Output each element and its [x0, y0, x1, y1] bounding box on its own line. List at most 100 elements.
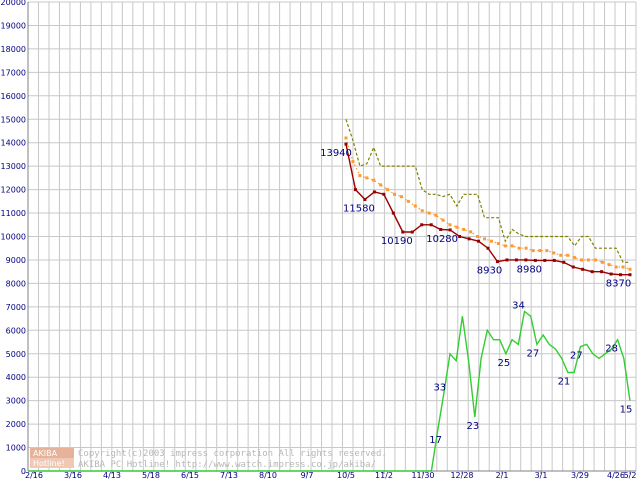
series-marker-avg-price [524, 246, 528, 250]
data-label: 8980 [517, 264, 542, 275]
series-marker-min-price [353, 188, 357, 192]
series-marker-avg-price [496, 242, 500, 246]
series-line-min-price [345, 143, 630, 276]
x-tick-label: 12/28 [450, 471, 473, 480]
series-marker-avg-price [406, 199, 410, 203]
series-marker-avg-price [427, 211, 431, 215]
series-marker-min-price [571, 265, 575, 269]
x-tick-label: 2/1 [496, 471, 509, 480]
y-tick-label: 18000 [1, 45, 26, 54]
data-label: 27 [527, 348, 540, 359]
series-marker-avg-price [600, 260, 604, 264]
series-marker-avg-price [344, 136, 348, 140]
series-marker-min-price [391, 211, 395, 215]
x-tick-label: 6/15 [181, 471, 199, 480]
data-label: 25 [498, 358, 511, 369]
series-marker-avg-price [586, 258, 590, 262]
series-marker-avg-price [593, 258, 597, 262]
series-marker-min-price [486, 246, 490, 250]
series-marker-min-price [609, 272, 613, 276]
grid [27, 1, 637, 472]
data-labels: 13940 11580 10190 10280 8930 8980 8370 17 33 23 25… [320, 148, 632, 446]
series-marker-avg-price [566, 253, 570, 257]
data-label: 11580 [343, 203, 375, 214]
data-label: 13940 [320, 148, 352, 159]
y-tick-label: 16000 [1, 92, 26, 101]
x-tick-label: 3/29 [571, 471, 589, 480]
y-tick-label: 10000 [1, 233, 26, 242]
y-tick-label: 1000 [6, 444, 26, 453]
series-marker-min-price [420, 223, 424, 227]
data-label: 33 [433, 383, 446, 394]
y-tick-label: 20000 [1, 0, 26, 7]
series-marker-min-price [448, 228, 452, 232]
series-marker-min-price [477, 239, 481, 243]
y-tick-label: 6000 [6, 326, 26, 335]
series-marker-min-price [382, 192, 386, 196]
x-tick-label: 3/1 [535, 471, 548, 480]
x-tick-label: 4/26 [607, 471, 625, 480]
series-marker-min-price [514, 258, 518, 262]
y-tick-label: 12000 [1, 186, 26, 195]
x-tick-label: 10/5 [337, 471, 355, 480]
data-label: 28 [605, 344, 618, 355]
series-line-shop-count [28, 310, 631, 472]
series-marker-avg-price [552, 251, 556, 255]
y-tick-label: 0 [21, 467, 26, 476]
series-marker-avg-price [503, 244, 507, 248]
y-tick-label: 17000 [1, 68, 26, 77]
series-marker-avg-price [476, 235, 480, 238]
series-marker-avg-price [510, 244, 514, 248]
series [28, 119, 632, 472]
series-marker-min-price [543, 258, 547, 262]
y-tick-label: 5000 [6, 350, 26, 359]
series-marker-avg-price [351, 159, 355, 163]
y-tick-label: 4000 [6, 373, 26, 382]
x-tick-label: 3/16 [64, 471, 82, 480]
series-marker-avg-price [365, 176, 369, 180]
x-tick-label: 2/16 [25, 471, 43, 480]
series-marker-min-price [467, 237, 471, 241]
watermark-badge-bottom-text: Hotline! [33, 459, 65, 468]
x-tick-label: 4/13 [103, 471, 121, 480]
series-marker-avg-price [531, 249, 535, 253]
data-label: 17 [429, 435, 442, 446]
series-marker-avg-price [420, 209, 424, 213]
series-marker-avg-price [559, 253, 563, 257]
series-marker-avg-price [489, 239, 493, 243]
series-marker-min-price [439, 227, 443, 231]
data-label: 34 [512, 301, 525, 312]
data-label: 10280 [426, 234, 458, 245]
x-tick-label: 5/18 [142, 471, 160, 480]
series-marker-avg-price [372, 178, 376, 182]
y-tick-label: 14000 [1, 139, 26, 148]
data-label: 23 [466, 421, 479, 432]
y-tick-label: 11000 [1, 209, 26, 218]
y-tick-label: 2000 [6, 420, 26, 429]
series-line-avg-price [345, 137, 631, 270]
series-marker-min-price [562, 260, 566, 264]
series-marker-avg-price [628, 267, 632, 271]
series-marker-avg-price [607, 263, 611, 267]
series-marker-min-price [372, 190, 376, 194]
series-marker-min-price [552, 258, 556, 262]
watermark-url: AKIBA PC Hotline! http://www.watch.impre… [78, 460, 376, 470]
x-tick-label: 8/10 [259, 471, 277, 480]
series-marker-avg-price [580, 258, 584, 262]
series-marker-avg-price [392, 192, 396, 196]
x-tick-label: 7/13 [220, 471, 238, 480]
series-marker-avg-price [545, 249, 549, 253]
data-label: 8370 [606, 279, 631, 290]
y-tick-label: 15000 [1, 115, 26, 124]
x-axis-tick-labels: 2/16 3/16 4/13 5/18 6/15 7/13 8/10 9/7 10/5 11/2 1… [25, 471, 636, 480]
y-tick-label: 3000 [6, 397, 26, 406]
series-marker-min-price [590, 270, 594, 274]
y-tick-label: 9000 [6, 256, 26, 265]
series-marker-min-price [344, 142, 348, 146]
watermark: AKIBA Hotline! Copyright(c)2003 impress … [30, 448, 387, 470]
watermark-badge-top [30, 448, 74, 458]
series-marker-avg-price [517, 246, 521, 250]
series-marker-min-price [495, 260, 499, 264]
series-marker-avg-price [455, 225, 459, 229]
